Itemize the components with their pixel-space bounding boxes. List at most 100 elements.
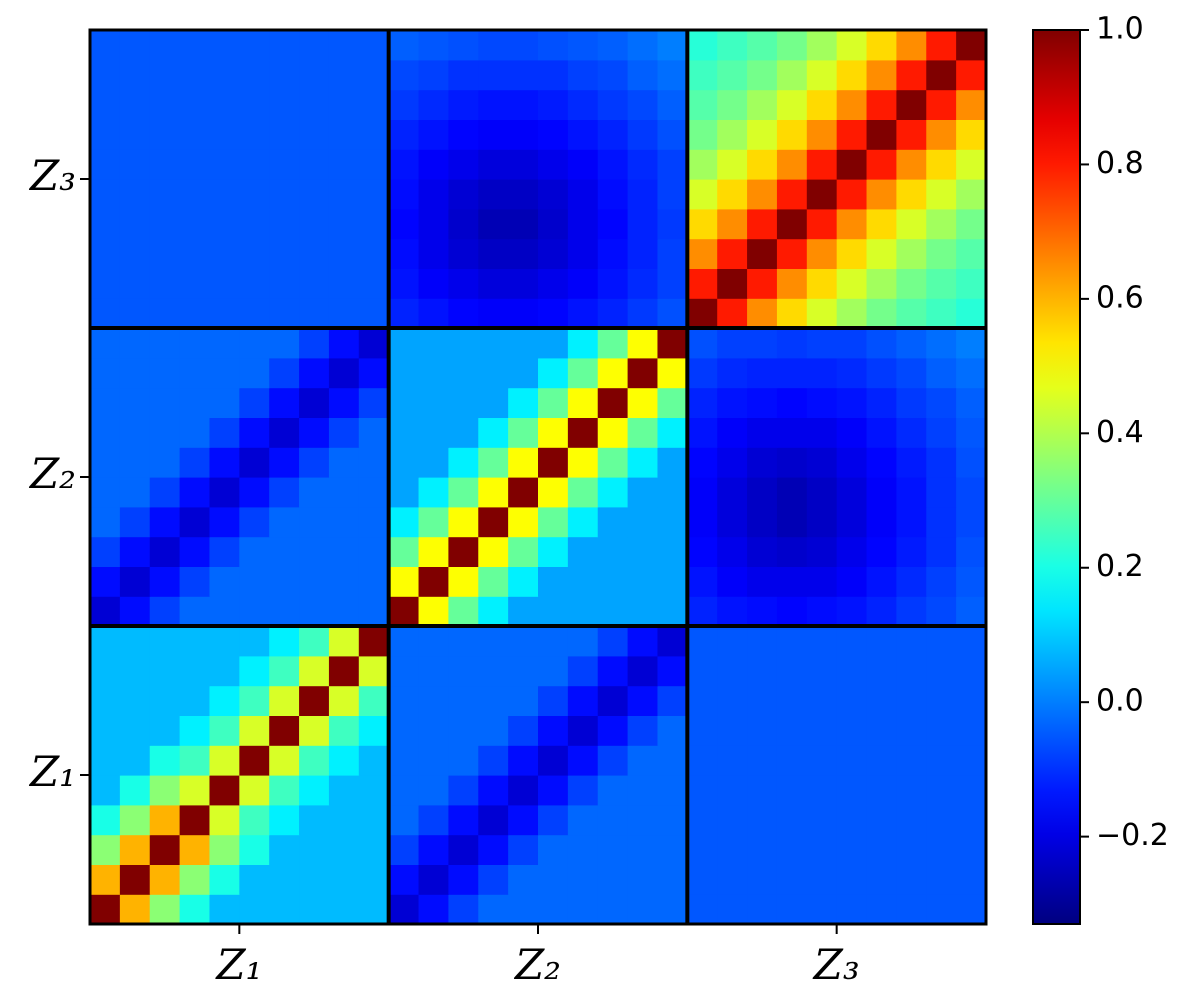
cell (239, 59, 270, 91)
cell (448, 834, 479, 865)
cell (388, 30, 420, 61)
cell (209, 477, 240, 508)
cell (388, 298, 420, 329)
cell (209, 894, 240, 925)
cell (866, 506, 897, 538)
cell (627, 715, 659, 746)
cell (299, 715, 330, 746)
cell (896, 834, 927, 865)
cell (328, 357, 360, 389)
cell (179, 179, 211, 210)
cell (896, 655, 927, 687)
cell (358, 864, 390, 895)
cell (717, 30, 748, 61)
cell (269, 387, 300, 418)
cell (538, 89, 569, 120)
cell (418, 745, 449, 776)
cell (179, 536, 211, 567)
cell (388, 626, 420, 657)
cell (239, 566, 270, 597)
cell (806, 715, 838, 746)
cell (328, 238, 360, 269)
cell (478, 328, 509, 359)
cell (538, 894, 569, 925)
cell (567, 477, 599, 508)
cell (478, 566, 509, 597)
cell (866, 119, 897, 150)
cell (90, 536, 121, 567)
cell (478, 536, 509, 567)
cell (747, 357, 778, 389)
cell (149, 894, 181, 925)
cell (747, 387, 778, 418)
cell (956, 775, 987, 806)
cell (328, 834, 360, 865)
cell (776, 30, 808, 61)
cell (747, 894, 778, 925)
cell (956, 447, 987, 478)
cell (747, 417, 778, 448)
cell (717, 715, 748, 746)
cell (508, 328, 539, 359)
cell (119, 626, 151, 657)
cell (866, 179, 897, 210)
cell (597, 745, 629, 776)
cell (597, 864, 629, 895)
cell (806, 506, 838, 538)
cell (358, 804, 390, 836)
cell (478, 238, 509, 269)
cell (657, 536, 688, 567)
cell (836, 626, 868, 657)
cell (119, 775, 151, 806)
cell (776, 685, 808, 716)
cell (926, 119, 957, 150)
cell (538, 328, 569, 359)
cell (119, 894, 151, 925)
cell (299, 596, 330, 627)
cell (836, 715, 868, 746)
cell (836, 506, 868, 538)
cell (388, 328, 420, 359)
cell (896, 894, 927, 925)
cell (328, 745, 360, 776)
cell (627, 447, 659, 478)
cell (448, 715, 479, 746)
cell (896, 745, 927, 776)
cell (866, 417, 897, 448)
cell (418, 30, 449, 61)
cell (627, 894, 659, 925)
cell (747, 30, 778, 61)
cell (627, 685, 659, 716)
cell (328, 119, 360, 150)
cell (179, 387, 211, 418)
cell (866, 328, 897, 359)
cell (747, 655, 778, 687)
x-tick-label: Z₂ (513, 940, 561, 989)
cell (926, 506, 957, 538)
cell (956, 715, 987, 746)
cell (478, 357, 509, 389)
cell (956, 834, 987, 865)
cell (597, 179, 629, 210)
cell (687, 655, 718, 687)
cell (299, 179, 330, 210)
cell (597, 387, 629, 418)
cell (328, 387, 360, 418)
cell (717, 864, 748, 895)
cell (478, 745, 509, 776)
cell (299, 59, 330, 91)
cell (597, 89, 629, 120)
cell (747, 834, 778, 865)
cell (538, 298, 569, 329)
cell (717, 834, 748, 865)
cell (388, 208, 420, 240)
cell (90, 894, 121, 925)
cell (119, 864, 151, 895)
colorbar-tick-label: 0.4 (1096, 415, 1144, 450)
cell (806, 208, 838, 240)
cell (119, 477, 151, 508)
cell (179, 715, 211, 746)
cell (448, 775, 479, 806)
cell (119, 685, 151, 716)
